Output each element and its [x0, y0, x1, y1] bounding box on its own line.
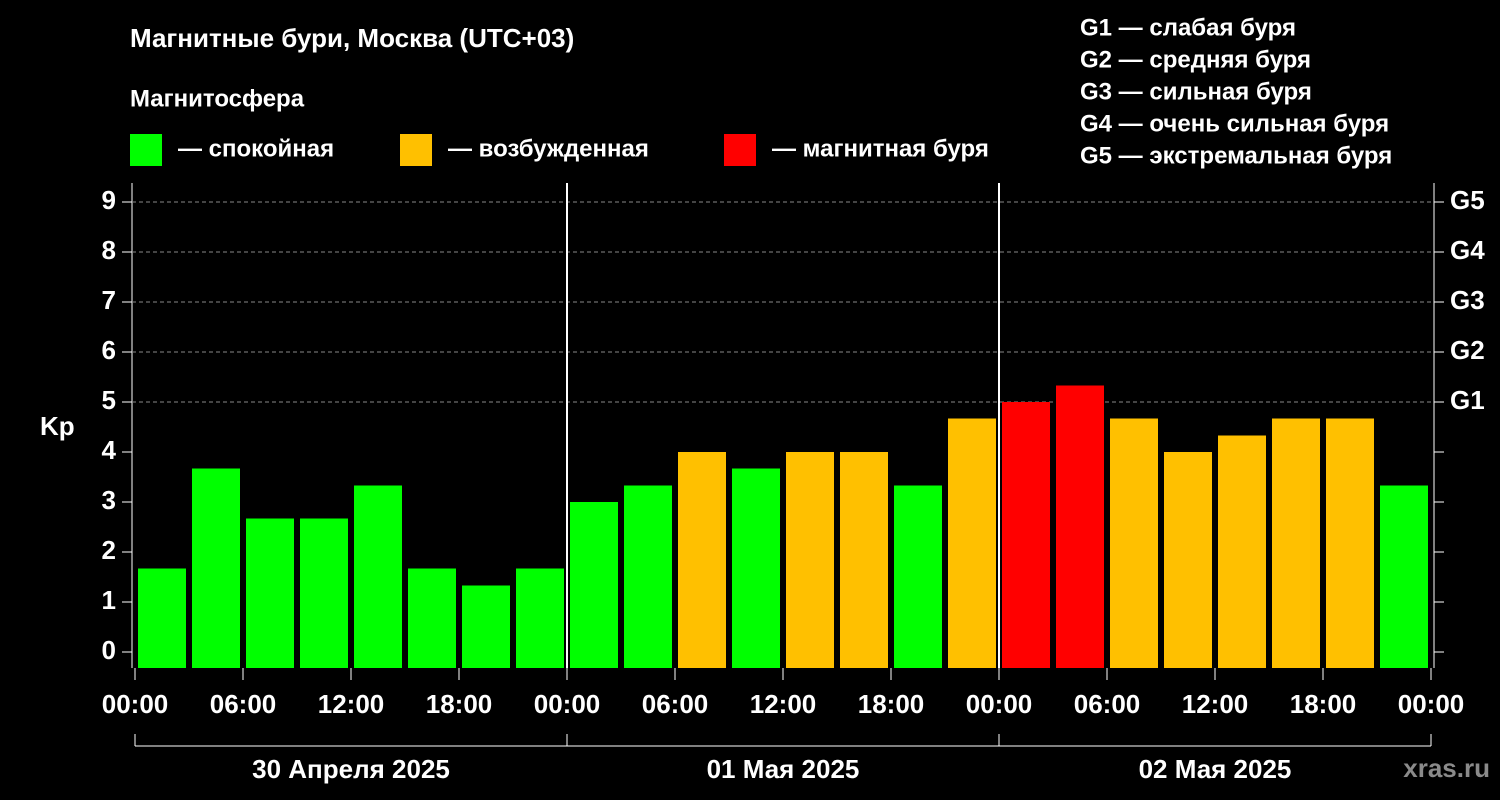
y-axis-label: Kp	[40, 411, 75, 441]
x-tick-label: 06:00	[642, 689, 709, 719]
y2-tick-label: G4	[1450, 235, 1485, 265]
x-tick-label: 00:00	[102, 689, 169, 719]
y2-tick-label: G1	[1450, 385, 1485, 415]
y-tick-label: 6	[102, 335, 116, 365]
legend-label: — спокойная	[178, 135, 334, 162]
legend-swatch	[130, 134, 162, 166]
y-tick-label: 9	[102, 185, 116, 215]
x-tick-label: 18:00	[1290, 689, 1357, 719]
bar	[786, 452, 834, 668]
day-label: 30 Апреля 2025	[252, 754, 450, 784]
scale-note: G1 — слабая буря	[1080, 14, 1296, 41]
x-tick-label: 18:00	[426, 689, 493, 719]
bar	[948, 418, 996, 668]
bar	[1056, 385, 1104, 668]
x-tick-label: 12:00	[1182, 689, 1249, 719]
bar	[246, 518, 294, 668]
bar	[1272, 418, 1320, 668]
x-tick-label: 00:00	[1398, 689, 1465, 719]
bar	[408, 568, 456, 668]
bar	[624, 485, 672, 668]
chart-title: Магнитные бури, Москва (UTC+03)	[130, 23, 574, 53]
y-tick-label: 0	[102, 635, 116, 665]
x-tick-label: 06:00	[210, 689, 277, 719]
x-tick-label: 00:00	[534, 689, 601, 719]
y-tick-label: 7	[102, 285, 116, 315]
legend-label: — магнитная буря	[772, 135, 989, 162]
bar	[192, 468, 240, 668]
bar	[678, 452, 726, 668]
bar	[1326, 418, 1374, 668]
bar	[462, 585, 510, 668]
bar	[354, 485, 402, 668]
bar	[1110, 418, 1158, 668]
watermark: xras.ru	[1403, 753, 1490, 783]
x-tick-label: 18:00	[858, 689, 925, 719]
scale-note: G5 — экстремальная буря	[1080, 142, 1392, 169]
y2-tick-label: G2	[1450, 335, 1485, 365]
legend-swatch	[400, 134, 432, 166]
bar	[1218, 435, 1266, 668]
y-tick-label: 1	[102, 585, 116, 615]
legend-title: Магнитосфера	[130, 85, 305, 112]
y-tick-label: 4	[102, 435, 117, 465]
scale-note: G4 — очень сильная буря	[1080, 110, 1389, 137]
bar	[1380, 485, 1428, 668]
bar	[570, 502, 618, 668]
bar	[894, 485, 942, 668]
bar	[516, 568, 564, 668]
y2-tick-label: G3	[1450, 285, 1485, 315]
bar	[1164, 452, 1212, 668]
y-tick-label: 8	[102, 235, 116, 265]
scale-note: G2 — средняя буря	[1080, 46, 1311, 73]
bar	[840, 452, 888, 668]
bar	[732, 468, 780, 668]
x-tick-label: 06:00	[1074, 689, 1141, 719]
y-tick-label: 5	[102, 385, 116, 415]
y-tick-label: 2	[102, 535, 116, 565]
y-tick-label: 3	[102, 485, 116, 515]
bar	[138, 568, 186, 668]
legend-swatch	[724, 134, 756, 166]
bar	[1002, 402, 1050, 668]
x-tick-label: 00:00	[966, 689, 1033, 719]
bar	[300, 518, 348, 668]
x-tick-label: 12:00	[318, 689, 385, 719]
x-tick-label: 12:00	[750, 689, 817, 719]
day-label: 01 Мая 2025	[707, 754, 860, 784]
y2-tick-label: G5	[1450, 185, 1485, 215]
scale-note: G3 — сильная буря	[1080, 78, 1312, 105]
day-label: 02 Мая 2025	[1139, 754, 1292, 784]
legend-label: — возбужденная	[448, 135, 649, 162]
